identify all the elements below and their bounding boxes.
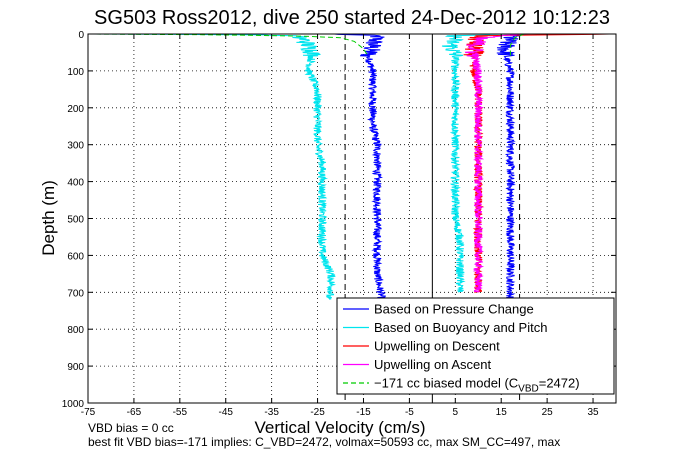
y-tick-label: 900: [67, 362, 84, 373]
series-line-1-1: [334, 33, 387, 300]
y-axis-ticks: 0 100 200 300 400 500 600 700 800 900 1000: [62, 30, 616, 410]
x-tick-label: -35: [264, 407, 279, 418]
x-axis-ticks: -75 -65 -55 -45 -35 -25 -15 -5 5 15 25 35: [81, 34, 599, 418]
legend-box: [336, 297, 615, 395]
x-tick-label: 35: [587, 407, 599, 418]
legend-entry: Based on Pressure Change: [374, 302, 534, 317]
y-tick-label: 100: [67, 67, 84, 78]
x-tick-label: -5: [405, 407, 414, 418]
y-tick-label: 200: [67, 104, 84, 115]
series-line-2-2: [441, 33, 509, 293]
y-tick-label: 800: [67, 325, 84, 336]
x-tick-label: -55: [173, 407, 188, 418]
series-line-2-1: [90, 33, 337, 300]
y-axis-label: Depth (m): [39, 180, 58, 256]
x-axis-label: Vertical Velocity (cm/s): [255, 418, 426, 437]
annotation-best-fit: best fit VBD bias=-171 implies: C_VBD=24…: [88, 435, 560, 449]
legend-entry: Upwelling on Descent: [374, 339, 500, 354]
y-tick-label: 700: [67, 288, 84, 299]
y-tick-label: 0: [78, 30, 84, 41]
x-tick-label: -65: [127, 407, 142, 418]
x-tick-label: -75: [81, 407, 96, 418]
legend: Based on Pressure Change Based on Buoyanc…: [336, 297, 615, 395]
x-tick-label: 25: [542, 407, 554, 418]
series-line-5-2: [509, 33, 525, 57]
annotation-vbd-bias: VBD bias = 0 cc: [88, 421, 174, 435]
plot-area: -75 -65 -55 -45 -35 -25 -15 -5 5 15 25 35 010020030…: [62, 30, 617, 418]
x-tick-label: 5: [453, 407, 459, 418]
legend-entry: −171 cc biased model (CVBD=2472): [374, 376, 580, 395]
x-tick-label: -45: [219, 407, 234, 418]
y-tick-label: 1000: [62, 399, 85, 410]
legend-entry: Upwelling on Ascent: [374, 357, 491, 372]
y-tick-label: 300: [67, 141, 84, 152]
legend-entry: Based on Buoyancy and Pitch: [374, 320, 547, 335]
series-line-1-2: [496, 33, 532, 300]
y-tick-label: 400: [67, 178, 84, 189]
x-tick-label: -25: [310, 407, 325, 418]
y-tick-label: 600: [67, 251, 84, 262]
x-tick-label: 15: [496, 407, 508, 418]
y-tick-label: 500: [67, 215, 84, 226]
series-line-4-1: [464, 33, 524, 293]
series-group: [87, 33, 610, 300]
series-line-5-1: [87, 33, 369, 57]
x-tick-label: -15: [356, 407, 371, 418]
chart-title: SG503 Ross2012, dive 250 started 24-Dec-…: [94, 7, 610, 29]
